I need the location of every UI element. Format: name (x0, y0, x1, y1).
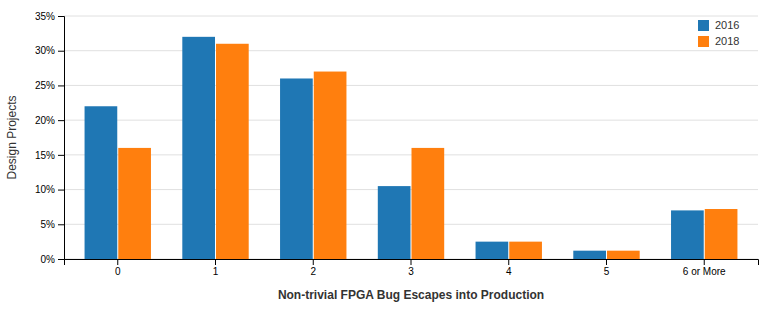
legend-item: 2016 (698, 19, 739, 31)
y-axis: 0% 5% 10% 15% 20% 25% 30% 35% (35, 11, 65, 265)
bar (280, 78, 313, 259)
legend-label: 2016 (715, 19, 739, 31)
y-tick: 0% (41, 254, 64, 265)
grid-line (64, 189, 758, 190)
x-tick-mark (704, 259, 705, 265)
x-tick: 6 or More (683, 259, 726, 277)
y-axis-line (58, 17, 65, 260)
legend-label: 2018 (715, 35, 739, 47)
y-tick: 20% (35, 115, 64, 126)
y-tick: 35% (35, 11, 64, 22)
bar-series (85, 37, 704, 259)
bar (671, 210, 704, 259)
x-tick-mark (411, 259, 412, 265)
bars (85, 37, 738, 259)
grid-line (64, 16, 758, 17)
grid (64, 16, 758, 259)
y-tick-label: 35% (35, 11, 55, 22)
y-tick-label: 10% (35, 184, 55, 195)
y-tick-mark (58, 16, 64, 17)
x-tick-mark (508, 259, 509, 265)
bar (216, 44, 249, 259)
y-tick: 30% (35, 45, 64, 56)
x-tick-mark (215, 259, 216, 265)
x-tick-label: 6 or More (683, 266, 726, 277)
bar (476, 242, 509, 259)
x-tick: 4 (506, 259, 512, 277)
x-tick-label: 5 (604, 266, 610, 277)
x-tick-label: 2 (310, 266, 316, 277)
y-tick-mark (58, 85, 64, 86)
x-tick: 0 (115, 259, 121, 277)
x-tick: 5 (604, 259, 610, 277)
bar (509, 242, 542, 259)
y-tick-mark (58, 120, 64, 121)
grid-line (64, 120, 758, 121)
bar (378, 186, 411, 259)
grid-line (64, 224, 758, 225)
y-tick-mark (58, 190, 64, 191)
y-tick-mark (58, 51, 64, 52)
bar (85, 106, 118, 259)
x-tick: 1 (213, 259, 219, 277)
y-tick-mark (58, 155, 64, 156)
x-tick-mark (606, 259, 607, 265)
bar (314, 72, 347, 259)
x-tick: 2 (310, 259, 316, 277)
y-tick: 10% (35, 184, 64, 195)
y-axis-title: Design Projects (5, 95, 19, 179)
y-tick-label: 0% (41, 254, 56, 265)
grid-line (64, 50, 758, 51)
x-tick-label: 4 (506, 266, 512, 277)
x-tick-label: 0 (115, 266, 121, 277)
y-tick: 25% (35, 80, 64, 91)
grid-line (64, 154, 758, 155)
y-tick-label: 15% (35, 150, 55, 161)
bar (705, 209, 738, 259)
x-axis: 0 1 2 3 4 5 6 or More (65, 259, 759, 277)
y-tick-mark (58, 259, 64, 260)
y-tick-label: 20% (35, 115, 55, 126)
y-tick: 5% (41, 219, 64, 230)
bar (118, 148, 151, 259)
legend-item: 2018 (698, 35, 739, 47)
bar-series (118, 44, 737, 259)
bar (607, 251, 640, 259)
legend: 2016 2018 (698, 19, 739, 47)
y-tick-label: 30% (35, 45, 55, 56)
x-tick: 3 (408, 259, 414, 277)
x-axis-line (65, 260, 759, 266)
grid-line (64, 85, 758, 86)
x-tick-mark (313, 259, 314, 265)
legend-swatch (698, 20, 709, 31)
y-tick-mark (58, 224, 64, 225)
x-axis-title: Non-trivial FPGA Bug Escapes into Produc… (278, 288, 544, 302)
y-tick-label: 25% (35, 80, 55, 91)
x-tick-label: 1 (213, 266, 219, 277)
bar (182, 37, 215, 259)
chart: 0 1 2 3 4 5 6 or More 0% 5% 10% 15% 20% 25% 30% 35% 201… (0, 0, 778, 311)
x-tick-mark (117, 259, 118, 265)
bar (412, 148, 445, 259)
plot: 0 1 2 3 4 5 6 or More 0% 5% 10% 15% 20% 25% 30% 35% 201… (35, 11, 759, 277)
y-tick-label: 5% (41, 219, 56, 230)
x-tick-label: 3 (408, 266, 414, 277)
y-tick: 15% (35, 150, 64, 161)
bar (573, 251, 606, 259)
legend-swatch (698, 36, 709, 47)
